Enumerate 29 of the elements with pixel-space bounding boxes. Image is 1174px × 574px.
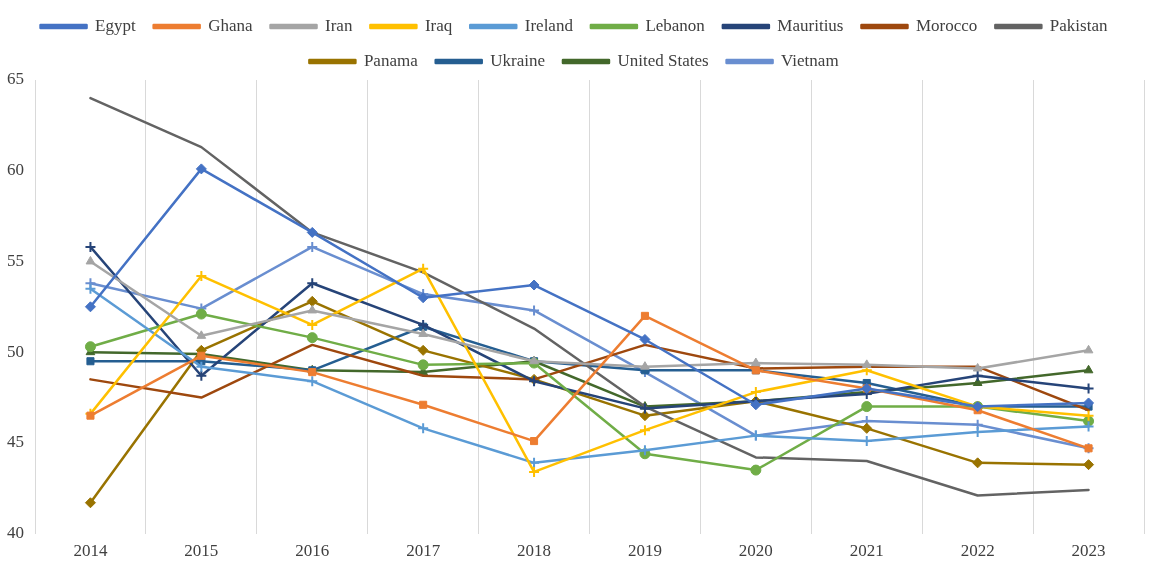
legend-label: United States xyxy=(617,50,709,70)
x-tick-label: 2015 xyxy=(184,541,219,561)
x-tick-label: 2018 xyxy=(517,541,552,561)
y-tick-label: 65 xyxy=(7,69,24,89)
legend-label: Vietnam xyxy=(781,50,839,70)
y-tick-label: 60 xyxy=(7,160,24,180)
x-tick-label: 2017 xyxy=(406,541,441,561)
x-tick-label: 2021 xyxy=(849,541,884,561)
legend-label: Ghana xyxy=(208,15,253,35)
legend-label: Iraq xyxy=(424,15,453,35)
legend-label: Pakistan xyxy=(1049,15,1108,35)
legend-label: Morocco xyxy=(915,15,978,35)
legend-label: Mauritius xyxy=(777,15,844,35)
y-tick-label: 50 xyxy=(7,341,24,361)
legend-label: Lebanon xyxy=(645,15,706,35)
x-tick-label: 2023 xyxy=(1071,541,1106,561)
legend-label: Ireland xyxy=(524,15,574,35)
legend-label: Iran xyxy=(325,15,353,35)
legend-label: Panama xyxy=(363,50,419,70)
y-tick-label: 40 xyxy=(7,523,24,543)
x-tick-label: 2016 xyxy=(295,541,330,561)
y-tick-label: 55 xyxy=(7,250,24,270)
x-tick-label: 2014 xyxy=(73,541,108,561)
x-tick-label: 2022 xyxy=(960,541,995,561)
y-tick-label: 45 xyxy=(7,432,24,452)
x-tick-label: 2019 xyxy=(627,541,662,561)
x-tick-label: 2020 xyxy=(738,541,773,561)
legend-label: Ukraine xyxy=(490,50,545,70)
legend-label: Egypt xyxy=(95,15,136,35)
